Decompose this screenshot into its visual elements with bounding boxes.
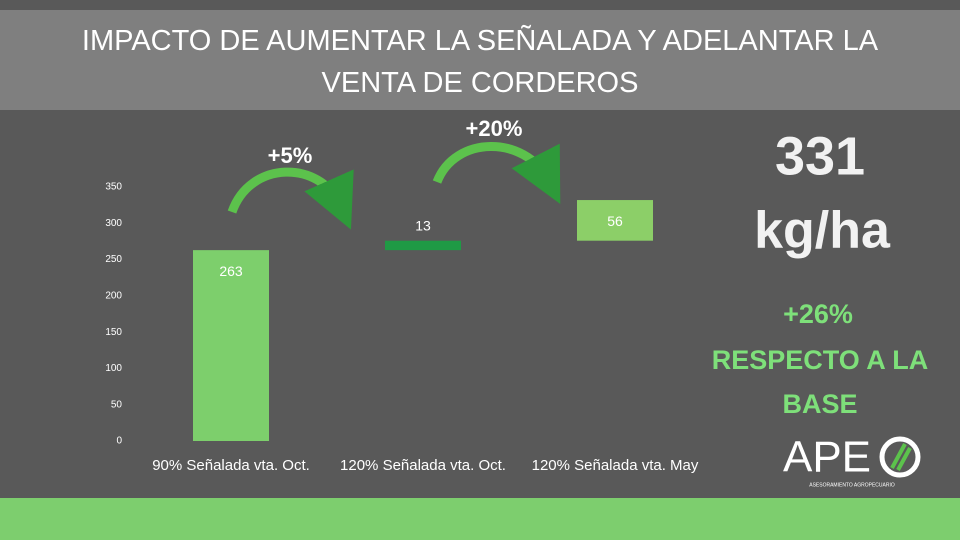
annotation: +20% — [466, 116, 523, 141]
y-tick-label: 300 — [105, 218, 122, 229]
y-tick-label: 100 — [105, 363, 122, 374]
arrow — [432, 142, 561, 205]
logo-text: APE — [783, 433, 871, 482]
data-label: 13 — [415, 217, 431, 233]
footer-band — [0, 498, 960, 540]
y-tick-label: 250 — [105, 254, 122, 265]
summary-unit: kg/ha — [754, 202, 891, 260]
data-label: 263 — [219, 263, 243, 279]
logo-mark — [890, 443, 912, 471]
y-tick-label: 200 — [105, 290, 122, 301]
x-tick-label: 120% Señalada vta. May — [531, 457, 699, 474]
y-tick-label: 150 — [105, 327, 122, 338]
y-tick-label: 350 — [105, 182, 122, 193]
logo-subtitle: ASESORAMIENTO AGROPECUARIO — [809, 482, 895, 488]
title-band — [0, 10, 960, 110]
x-tick-label: 120% Señalada vta. Oct. — [340, 457, 506, 474]
bar — [385, 240, 461, 251]
y-tick-label: 50 — [111, 399, 123, 410]
data-label: 56 — [607, 213, 623, 229]
bar — [577, 200, 653, 241]
annotation: +5% — [268, 143, 313, 168]
slide-title: IMPACTO DE AUMENTAR LA SEÑALADA Y ADELAN… — [81, 25, 879, 99]
bar — [193, 250, 269, 441]
logo-mark — [879, 436, 921, 478]
x-tick-label: 90% Señalada vta. Oct. — [152, 457, 310, 474]
summary-note: RESPECTO A LA BASE — [711, 345, 929, 419]
summary-change: +26% — [783, 299, 853, 329]
summary-value: 331 — [775, 126, 865, 186]
arrow — [227, 167, 354, 230]
y-tick-label: 0 — [116, 436, 122, 447]
